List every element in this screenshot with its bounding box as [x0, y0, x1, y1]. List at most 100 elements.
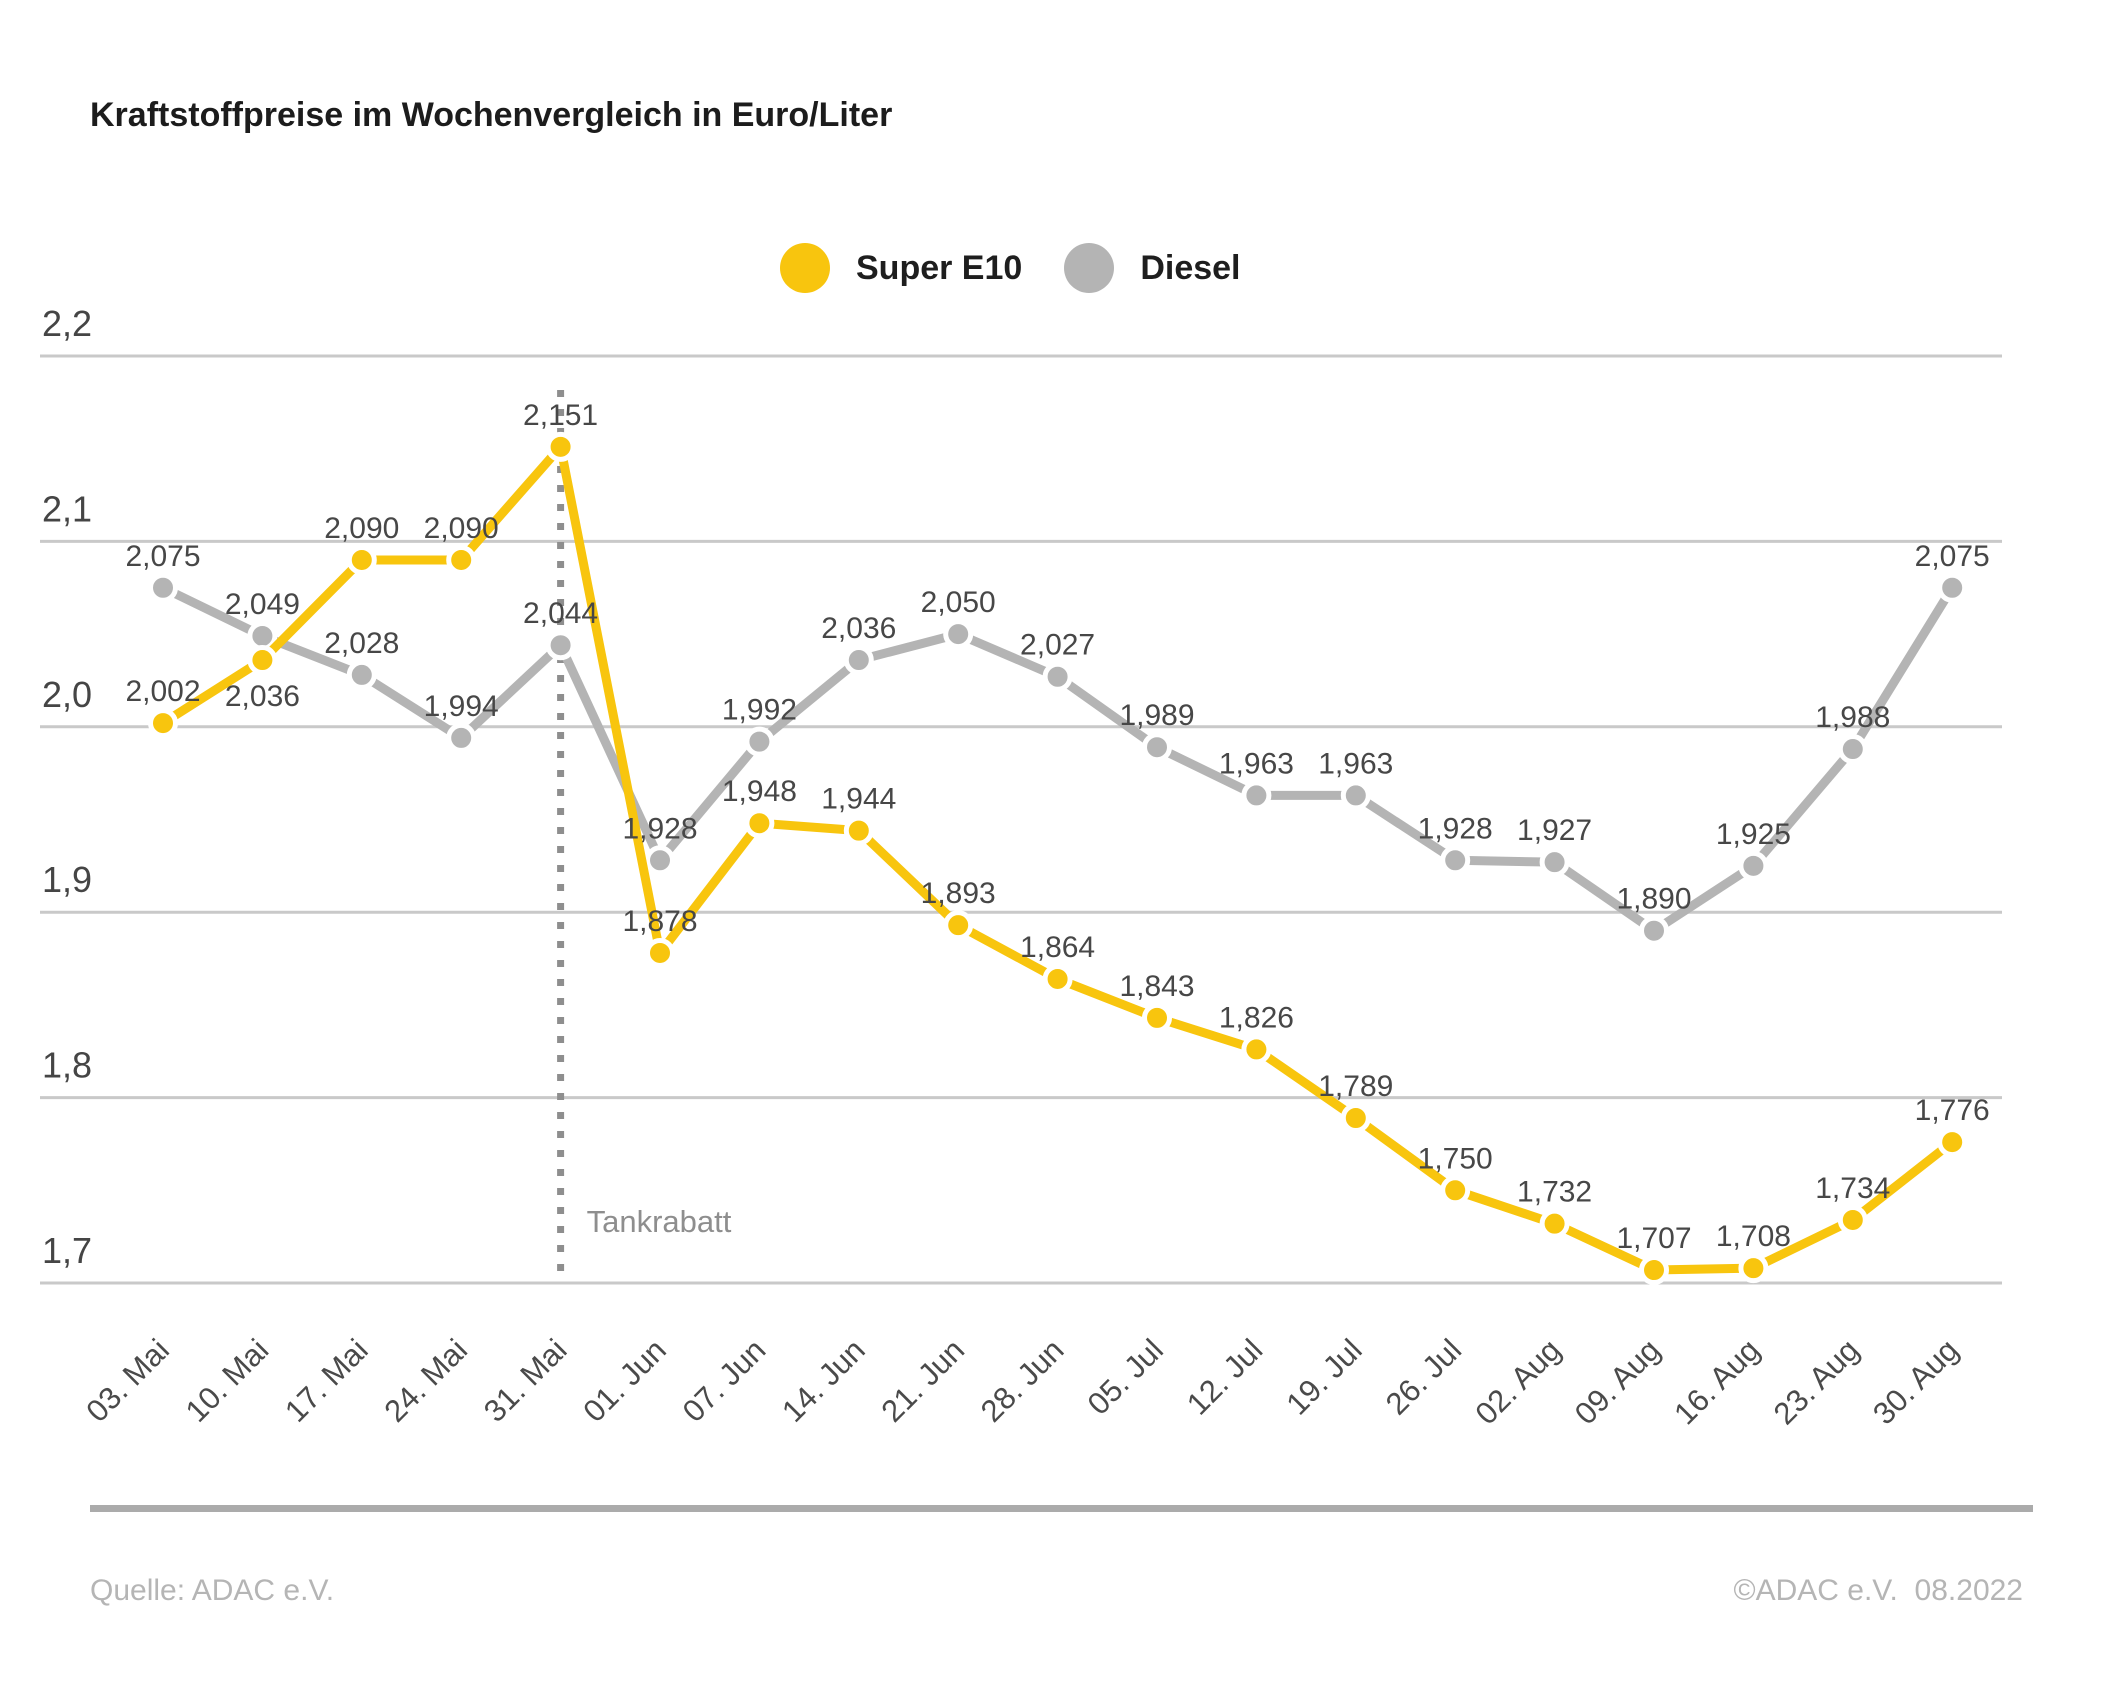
data-point-label: 1,878 [622, 905, 697, 938]
legend-item-super-e10: Super E10 [780, 243, 1022, 293]
data-point-label: 2,090 [324, 512, 399, 545]
data-point-label: 1,992 [722, 694, 797, 727]
data-point [1340, 1102, 1371, 1133]
x-axis-label: 02. Aug [1468, 1332, 1567, 1431]
data-point-label: 2,049 [225, 588, 300, 621]
y-axis-label: 2,2 [42, 303, 92, 344]
data-point [1241, 1034, 1272, 1065]
data-point-label: 1,864 [1020, 931, 1095, 964]
data-point-label: 1,948 [722, 775, 797, 808]
x-axis-label: 24. Mai [378, 1332, 475, 1429]
data-point-label: 1,963 [1219, 747, 1294, 780]
data-point [446, 722, 477, 753]
legend-label-diesel: Diesel [1140, 249, 1241, 287]
y-axis-label: 2,0 [42, 674, 92, 715]
legend-label-super-e10: Super E10 [856, 249, 1023, 287]
y-axis-label: 1,8 [42, 1045, 92, 1086]
data-point-label: 1,928 [1418, 812, 1493, 845]
x-axis-label: 01. Jun [576, 1332, 673, 1429]
x-axis-label: 10. Mai [179, 1332, 276, 1429]
data-point-label: 1,925 [1716, 818, 1791, 851]
data-point [1042, 963, 1073, 994]
data-point-label: 1,928 [622, 812, 697, 845]
data-point [1142, 732, 1172, 763]
x-axis-label: 07. Jun [676, 1332, 773, 1429]
data-point-label: 1,826 [1219, 1001, 1294, 1034]
x-axis-label: 21. Jun [874, 1332, 971, 1429]
data-point-label: 1,944 [821, 783, 896, 816]
data-point [1340, 780, 1371, 811]
data-point [545, 630, 576, 661]
data-point [1440, 845, 1471, 876]
data-point [645, 937, 675, 968]
x-axis-label: 14. Jun [775, 1332, 872, 1429]
data-point [148, 572, 178, 603]
copyright-note: ©ADAC e.V. 08.2022 [1733, 1574, 2023, 1607]
data-point-label: 2,090 [424, 512, 499, 545]
data-point [148, 708, 178, 739]
data-point-label: 1,776 [1915, 1094, 1990, 1127]
data-point [1738, 1253, 1769, 1284]
data-point [1639, 915, 1669, 946]
y-axis-label: 1,9 [42, 859, 92, 900]
x-axis-label: 17. Mai [278, 1332, 375, 1429]
data-point-label: 2,050 [921, 586, 996, 619]
data-point [247, 620, 278, 651]
data-point [1738, 850, 1769, 881]
chart-legend: Super E10 Diesel [780, 243, 1241, 293]
data-point [1937, 1127, 1968, 1158]
data-point [1937, 572, 1968, 603]
data-point [1241, 780, 1272, 811]
data-point-label: 1,994 [424, 690, 499, 723]
data-point-label: 2,027 [1020, 629, 1095, 662]
data-point [1042, 661, 1073, 692]
data-point [446, 544, 477, 575]
data-point [1539, 847, 1570, 878]
x-axis-label: 03. Mai [79, 1332, 176, 1429]
data-point-label: 2,151 [523, 399, 598, 432]
data-point [1837, 1204, 1868, 1235]
data-point [744, 808, 775, 839]
data-point-label: 2,044 [523, 597, 598, 630]
data-point-label: 1,890 [1616, 883, 1691, 916]
x-axis-label: 05. Jul [1081, 1332, 1170, 1421]
legend-item-diesel: Diesel [1064, 243, 1241, 293]
x-axis-label: 31. Mai [477, 1332, 574, 1429]
data-point-label: 1,988 [1815, 701, 1890, 734]
series-line-super-e10 [158, 442, 1957, 1275]
diesel-swatch-icon [1064, 243, 1115, 293]
data-point [744, 726, 775, 757]
x-axis-label: 12. Jul [1180, 1332, 1269, 1421]
data-point [943, 619, 974, 650]
x-axis-label: 09. Aug [1568, 1332, 1667, 1431]
x-axis-label: 28. Jun [974, 1332, 1071, 1429]
x-axis-label: 30. Aug [1866, 1332, 1965, 1431]
data-point-label: 1,989 [1119, 699, 1194, 732]
footer-divider [90, 1505, 2033, 1512]
data-point-label: 1,789 [1318, 1070, 1393, 1103]
y-axis-label: 2,1 [42, 488, 92, 529]
tankrabatt-label: Tankrabatt [587, 1204, 732, 1239]
data-point-label: 1,708 [1716, 1220, 1791, 1253]
data-point-label: 1,732 [1517, 1176, 1592, 1209]
x-axis-label: 19. Jul [1279, 1332, 1368, 1421]
data-point [645, 845, 675, 876]
data-point [545, 431, 576, 462]
data-point-label: 1,843 [1119, 970, 1194, 1003]
data-point [247, 645, 278, 676]
source-note: Quelle: ADAC e.V. [90, 1574, 335, 1607]
data-point-label: 2,036 [821, 612, 896, 645]
x-axis-label: 23. Aug [1767, 1332, 1866, 1431]
data-point-label: 1,927 [1517, 814, 1592, 847]
data-point-label: 1,750 [1418, 1142, 1493, 1175]
x-axis-label: 16. Aug [1667, 1332, 1766, 1431]
data-point [1639, 1255, 1669, 1286]
data-point-label: 2,002 [125, 675, 200, 708]
data-point [1539, 1208, 1570, 1239]
data-point-label: 2,028 [324, 627, 399, 660]
chart-title: Kraftstoffpreise im Wochenvergleich in E… [90, 96, 893, 134]
data-point-label: 2,075 [125, 540, 200, 573]
data-point [1837, 734, 1868, 765]
data-point-label: 2,036 [225, 680, 300, 713]
